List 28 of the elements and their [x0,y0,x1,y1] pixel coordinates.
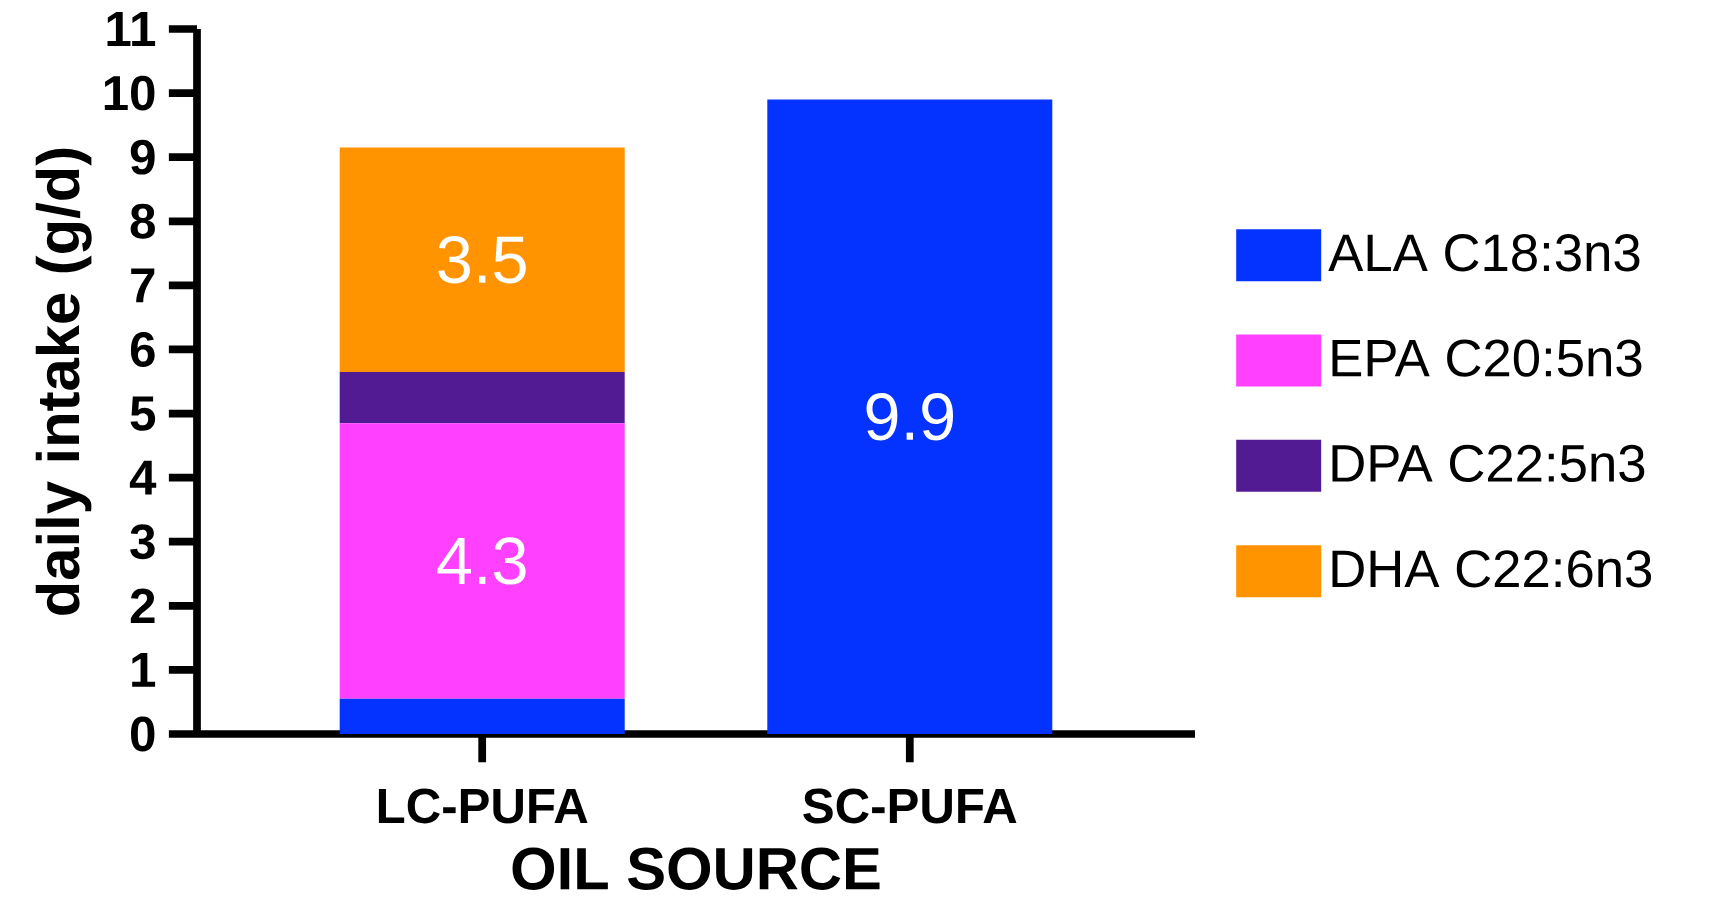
y-tick-label: 0 [131,716,155,752]
data-label: 9.9 [866,393,954,441]
x-tick-label: LC-PUFA [378,788,588,824]
x-axis-title: OIL SOURCE [512,847,880,890]
y-tick-label: 8 [130,203,155,239]
bar [339,423,625,699]
bar [767,99,1053,734]
y-tick-label: 5 [130,396,156,431]
y-tick-label: 11 [107,12,156,46]
y-tick-label: 4 [129,460,157,495]
y-tick-label: 3 [130,524,155,560]
y-tick-label: 2 [130,588,155,623]
data-label: 4.3 [437,537,526,585]
y-tick-label: 6 [130,332,155,367]
x-tick-label: SC-PUFA [803,788,1017,824]
bar [339,147,625,372]
y-tick-label: 10 [104,75,155,111]
data-label: 3.5 [438,236,526,284]
legend-label: DHA C22:6n3 [1332,550,1652,588]
y-tick-label: 1 [132,653,156,687]
y-tick-label: 7 [131,268,155,303]
legend-label: ALA C18:3n3 [1328,234,1640,272]
bar [339,371,625,424]
bar [339,698,625,734]
legend-label: EPA C20:5n3 [1332,339,1642,377]
y-axis-title: daily intake (g/d) [35,148,92,615]
y-tick-label: 9 [130,139,155,175]
legend-label: DPA C22:5n3 [1332,444,1645,483]
